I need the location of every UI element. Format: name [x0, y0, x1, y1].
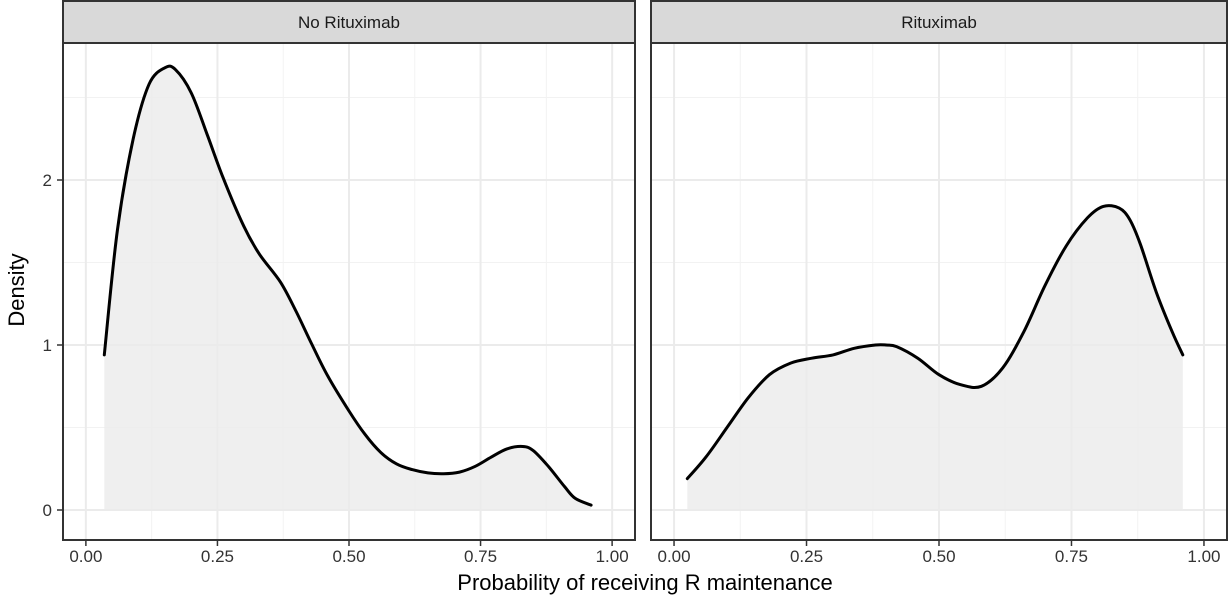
facet-strip-1	[62, 0, 636, 44]
x-tick-label: 0.00	[69, 547, 102, 566]
x-tick-label: 0.25	[201, 547, 234, 566]
x-tick-label: 1.00	[596, 547, 629, 566]
y-tick-label: 0	[43, 501, 52, 520]
facet-strip-label: No Rituximab	[298, 13, 400, 32]
y-axis-title: Density	[4, 253, 29, 326]
x-tick-label: 0.75	[464, 547, 497, 566]
density-area-2	[687, 205, 1183, 510]
y-tick-label: 1	[43, 336, 52, 355]
facet-strip-2	[650, 0, 1228, 44]
density-area-1	[104, 66, 592, 511]
x-axis-title: Probability of receiving R maintenance	[457, 570, 832, 595]
density-line-2	[685, 204, 1185, 481]
density-line-1	[102, 64, 593, 507]
x-tick-label: 0.75	[1055, 547, 1088, 566]
x-tick-label: 0.50	[922, 547, 955, 566]
y-tick-label: 2	[43, 171, 52, 190]
x-tick-label: 0.00	[657, 547, 690, 566]
facet-strip-label: Rituximab	[901, 13, 977, 32]
x-tick-label: 1.00	[1187, 547, 1220, 566]
x-tick-label: 0.25	[790, 547, 823, 566]
x-tick-label: 0.50	[332, 547, 365, 566]
